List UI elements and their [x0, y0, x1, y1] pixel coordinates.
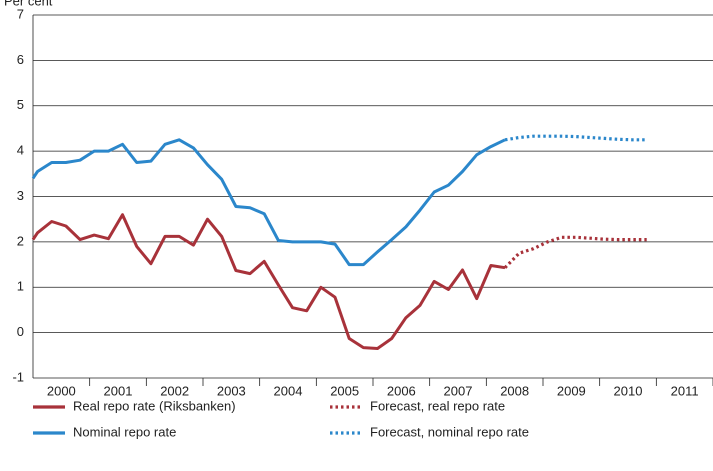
legend-label: Real repo rate (Riksbanken) [73, 398, 236, 413]
y-axis-label: Per cent [4, 0, 53, 8]
y-tick-label: 3 [17, 188, 24, 203]
y-tick-label: 0 [17, 324, 24, 339]
y-tick-label: 6 [17, 52, 24, 67]
legend-label: Forecast, nominal repo rate [370, 424, 529, 439]
x-tick-label: 2002 [160, 383, 189, 398]
legend-label: Nominal repo rate [73, 424, 176, 439]
x-tick-label: 2005 [330, 383, 359, 398]
legend-label: Forecast, real repo rate [370, 398, 505, 413]
y-tick-label: 1 [17, 279, 24, 294]
series-line [31, 213, 506, 350]
series-line [504, 134, 647, 142]
x-tick-label: 2010 [614, 383, 643, 398]
x-tick-label: 2008 [500, 383, 529, 398]
y-tick-label: 2 [17, 233, 24, 248]
x-tick-label: 2001 [104, 383, 133, 398]
x-tick-label: 2004 [274, 383, 303, 398]
series-line [31, 138, 506, 267]
x-tick-label: 2007 [444, 383, 473, 398]
x-tick-label: 2000 [47, 383, 76, 398]
x-tick-label: 2009 [557, 383, 586, 398]
x-tick-label: 2003 [217, 383, 246, 398]
y-tick-label: 5 [17, 97, 24, 112]
y-tick-label: 7 [17, 6, 24, 21]
y-tick-label: -1 [12, 369, 24, 384]
series-line [503, 235, 647, 269]
x-tick-label: 2011 [671, 383, 699, 398]
y-tick-label: 4 [17, 143, 24, 158]
x-tick-label: 2006 [387, 383, 416, 398]
